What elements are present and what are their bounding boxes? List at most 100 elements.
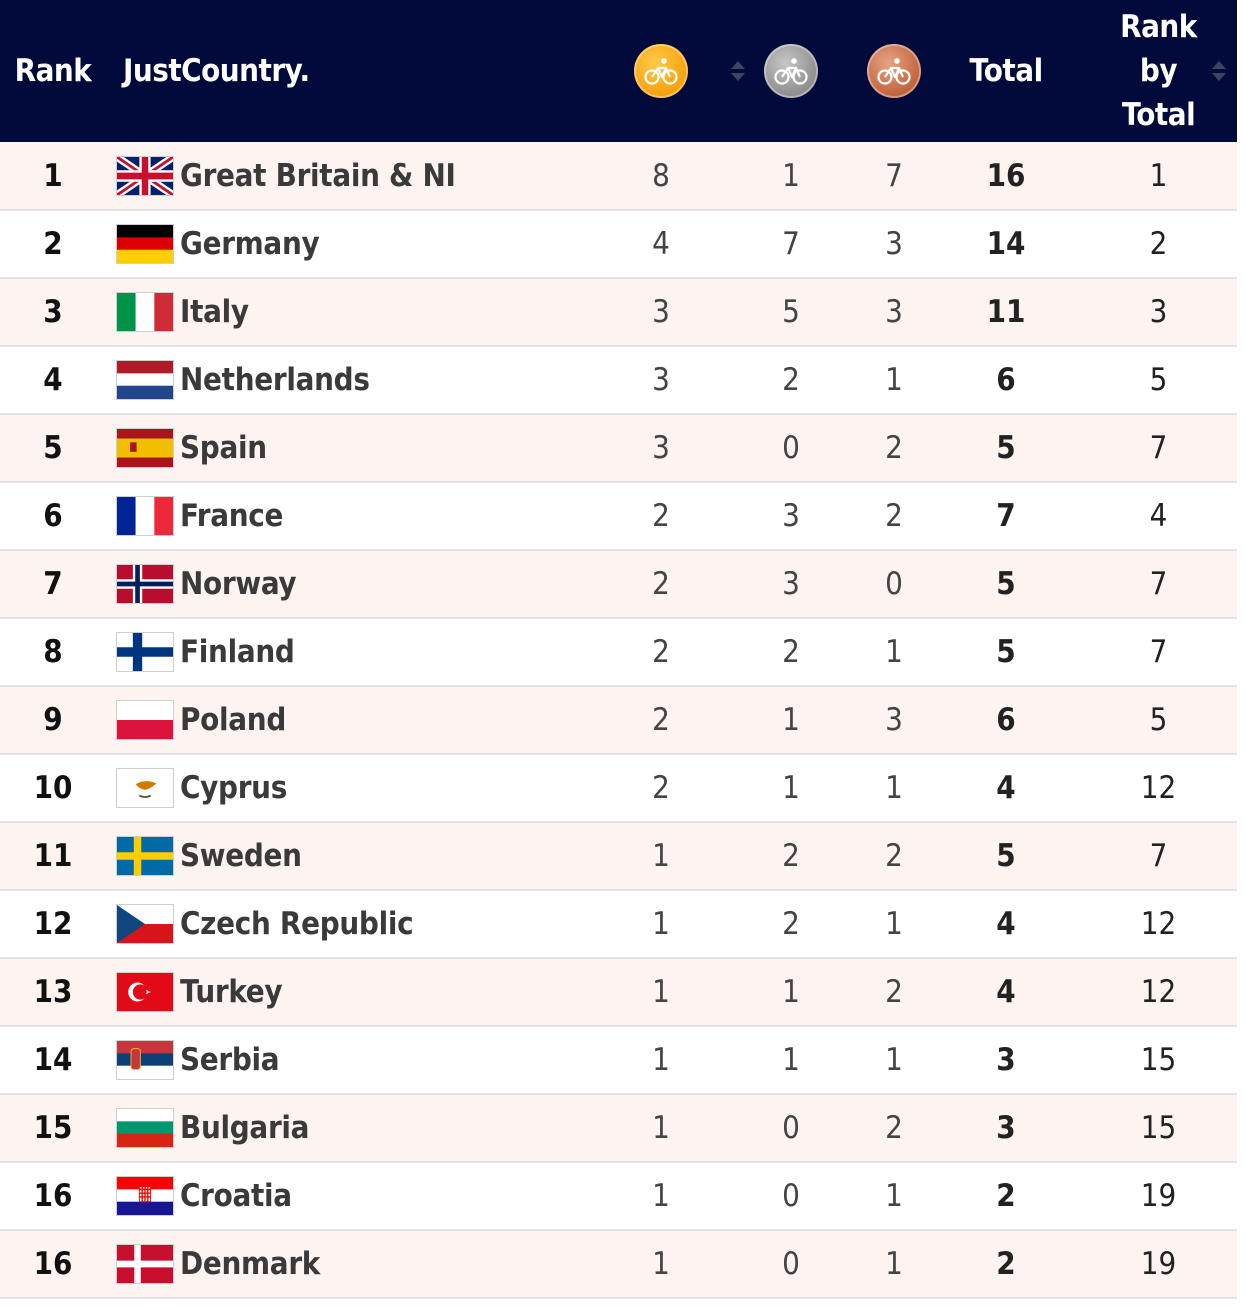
cz-flag-icon <box>116 904 174 944</box>
rank-cell: 4 <box>43 362 63 398</box>
bronze-column-header[interactable] <box>856 0 932 142</box>
silver-count: 1 <box>782 770 800 806</box>
rank-by-total-cell: 7 <box>1149 838 1168 874</box>
country-cell[interactable]: Germany <box>106 210 596 278</box>
rank-by-total-cell: 1 <box>1149 157 1168 194</box>
rank-cell: 9 <box>43 702 63 738</box>
country-cell[interactable]: Great Britain & NI <box>106 142 596 210</box>
rank-by-total-line1: Rank <box>1120 9 1197 45</box>
rank-by-total-cell: 7 <box>1149 634 1168 670</box>
rank-cell: 2 <box>43 226 63 262</box>
country-cell[interactable]: France <box>106 482 596 550</box>
country-cell[interactable]: Norway <box>106 550 596 618</box>
bronze-count: 1 <box>885 1178 903 1214</box>
country-cell[interactable]: Czech Republic <box>106 890 596 958</box>
gold-count: 1 <box>652 906 670 942</box>
table-row[interactable]: 4 Netherlands 3 2 1 6 5 <box>0 346 1237 414</box>
country-cell[interactable]: Poland <box>106 686 596 754</box>
table-row[interactable]: 5 Spain 3 0 2 5 7 <box>0 414 1237 482</box>
table-row[interactable]: 9 Poland 2 1 3 6 5 <box>0 686 1237 754</box>
country-name[interactable]: Italy <box>180 294 249 330</box>
country-name[interactable]: Sweden <box>180 838 302 874</box>
table-row[interactable]: 2 Germany 4 7 3 14 2 <box>0 210 1237 278</box>
rank-cell: 6 <box>43 498 63 534</box>
rank-by-total-cell: 12 <box>1140 974 1177 1010</box>
nl-flag-icon <box>116 360 174 400</box>
total-count: 5 <box>996 566 1016 602</box>
table-row[interactable]: 8 Finland 2 2 1 5 7 <box>0 618 1237 686</box>
rank-by-total-column-header[interactable]: Rank by Total <box>1080 0 1237 142</box>
country-name[interactable]: Serbia <box>180 1042 280 1078</box>
total-column-header[interactable]: Total <box>969 53 1043 89</box>
country-name[interactable]: Finland <box>180 634 295 670</box>
country-name[interactable]: Poland <box>180 702 286 738</box>
silver-column-header[interactable] <box>726 0 856 142</box>
total-count: 4 <box>996 974 1016 1010</box>
silver-count: 2 <box>782 838 800 874</box>
silver-count: 2 <box>782 634 800 670</box>
country-name[interactable]: Croatia <box>180 1178 292 1214</box>
table-row[interactable]: 16 Croatia 1 0 1 2 19 <box>0 1162 1237 1230</box>
country-name[interactable]: Germany <box>180 226 320 262</box>
table-row[interactable]: 3 Italy 3 5 3 11 3 <box>0 278 1237 346</box>
bronze-count: 2 <box>885 974 903 1010</box>
sort-arrows-icon[interactable] <box>730 60 746 82</box>
gold-count: 3 <box>652 362 670 398</box>
table-row[interactable]: 16 Denmark 1 0 1 2 19 <box>0 1230 1237 1298</box>
table-row[interactable]: 7 Norway 2 3 0 5 7 <box>0 550 1237 618</box>
table-row[interactable]: 13 Turkey 1 1 2 4 12 <box>0 958 1237 1026</box>
table-row[interactable]: 6 France 2 3 2 7 4 <box>0 482 1237 550</box>
table-row[interactable]: 10 Cyprus 2 1 1 4 12 <box>0 754 1237 822</box>
rank-cell: 8 <box>43 634 63 670</box>
country-cell[interactable]: Netherlands <box>106 346 596 414</box>
country-cell[interactable]: Croatia <box>106 1162 596 1230</box>
rank-cell: 5 <box>43 430 63 466</box>
fi-flag-icon <box>116 632 174 672</box>
country-cell[interactable]: Serbia <box>106 1026 596 1094</box>
gold-count: 2 <box>652 566 670 602</box>
country-cell[interactable]: Italy <box>106 278 596 346</box>
rank-column-header[interactable]: Rank <box>14 53 92 89</box>
bronze-count: 1 <box>885 906 903 942</box>
gold-column-header[interactable] <box>596 0 745 142</box>
rank-by-total-cell: 4 <box>1149 498 1168 534</box>
bronze-count: 2 <box>885 430 903 466</box>
bronze-count: 1 <box>885 770 903 806</box>
country-cell[interactable]: Cyprus <box>106 754 596 822</box>
es-flag-icon <box>116 428 174 468</box>
table-row[interactable]: 14 Serbia 1 1 1 3 15 <box>0 1026 1237 1094</box>
country-name[interactable]: Netherlands <box>180 362 370 398</box>
table-row[interactable]: 12 Czech Republic 1 2 1 4 12 <box>0 890 1237 958</box>
rank-by-total-cell: 15 <box>1140 1110 1177 1146</box>
country-name[interactable]: Spain <box>180 430 267 466</box>
country-name[interactable]: Cyprus <box>180 770 288 806</box>
country-cell[interactable]: Turkey <box>106 958 596 1026</box>
country-name[interactable]: Czech Republic <box>180 906 414 942</box>
bronze-count: 2 <box>885 838 903 874</box>
table-row[interactable]: 1 Great Britain & NI 8 1 7 16 1 <box>0 142 1237 210</box>
country-cell[interactable]: Spain <box>106 414 596 482</box>
country-name[interactable]: Great Britain & NI <box>180 157 456 194</box>
total-count: 11 <box>986 294 1026 330</box>
country-cell[interactable]: Finland <box>106 618 596 686</box>
bronze-count: 3 <box>885 226 903 262</box>
country-name[interactable]: Norway <box>180 566 297 602</box>
table-row[interactable]: 15 Bulgaria 1 0 2 3 15 <box>0 1094 1237 1162</box>
country-name[interactable]: Denmark <box>180 1246 321 1282</box>
country-column-header[interactable]: JustCountry. <box>123 53 310 89</box>
rank-cell: 7 <box>43 566 63 602</box>
table-row[interactable]: 11 Sweden 1 2 2 5 7 <box>0 822 1237 890</box>
gb-flag-icon <box>116 155 174 196</box>
country-cell[interactable]: Sweden <box>106 822 596 890</box>
country-name[interactable]: Turkey <box>180 974 283 1010</box>
bg-flag-icon <box>116 1108 174 1148</box>
rank-cell: 14 <box>33 1042 73 1078</box>
rank-by-total-cell: 15 <box>1140 1042 1177 1078</box>
country-cell[interactable]: Bulgaria <box>106 1094 596 1162</box>
bronze-count: 7 <box>885 157 903 194</box>
gold-count: 1 <box>652 838 670 874</box>
sort-arrows-icon[interactable] <box>1211 60 1227 82</box>
country-name[interactable]: France <box>180 498 284 534</box>
country-cell[interactable]: Denmark <box>106 1230 596 1298</box>
country-name[interactable]: Bulgaria <box>180 1110 310 1146</box>
